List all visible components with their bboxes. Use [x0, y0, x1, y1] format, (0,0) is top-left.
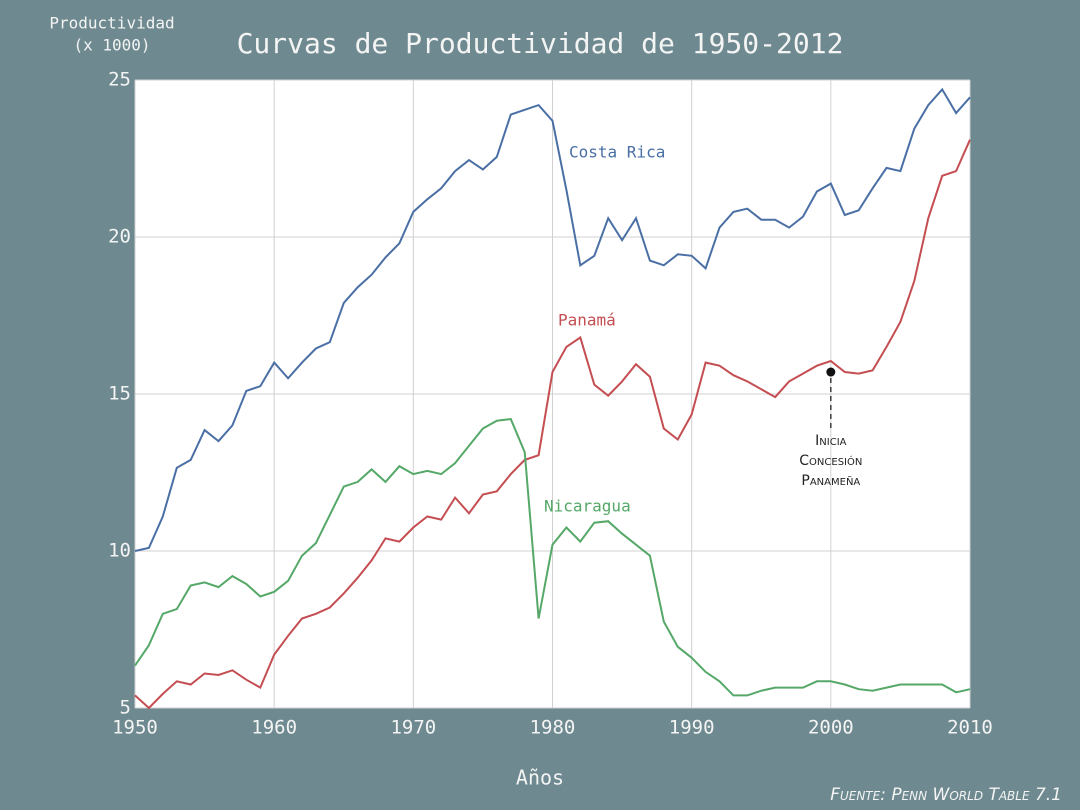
annotation-marker — [826, 367, 836, 377]
series-label: Panamá — [558, 311, 616, 330]
x-tick-label: 2000 — [808, 717, 854, 739]
x-tick-label: 2010 — [947, 717, 993, 739]
y-tick-label: 25 — [108, 69, 131, 91]
line-series — [134, 418, 971, 697]
y-tick-label: 10 — [108, 540, 131, 562]
series-label: Costa Rica — [569, 143, 665, 162]
line-series — [134, 139, 971, 710]
line-series — [134, 87, 971, 552]
x-tick-label: 1950 — [112, 717, 158, 739]
y-axis-label: (x 1000) — [73, 36, 150, 55]
x-axis-label: Años — [516, 766, 564, 790]
series-label: Nicaragua — [544, 497, 631, 516]
y-tick-label: 15 — [108, 383, 131, 405]
annotation-text: Concesión — [799, 453, 862, 469]
x-tick-label: 1960 — [251, 717, 297, 739]
y-tick-label: 5 — [120, 697, 131, 719]
x-tick-label: 1990 — [669, 717, 715, 739]
x-tick-label: 1970 — [390, 717, 436, 739]
source-note: Fuente: Penn World Table 7.1 — [830, 785, 1062, 805]
annotation-text: Inicia — [815, 433, 846, 449]
y-axis-label: Productividad — [49, 14, 174, 33]
y-tick-label: 20 — [108, 226, 131, 248]
x-tick-label: 1980 — [530, 717, 576, 739]
chart-title: Curvas de Productividad de 1950-2012 — [237, 27, 844, 60]
annotation-text: Panameña — [801, 473, 860, 489]
